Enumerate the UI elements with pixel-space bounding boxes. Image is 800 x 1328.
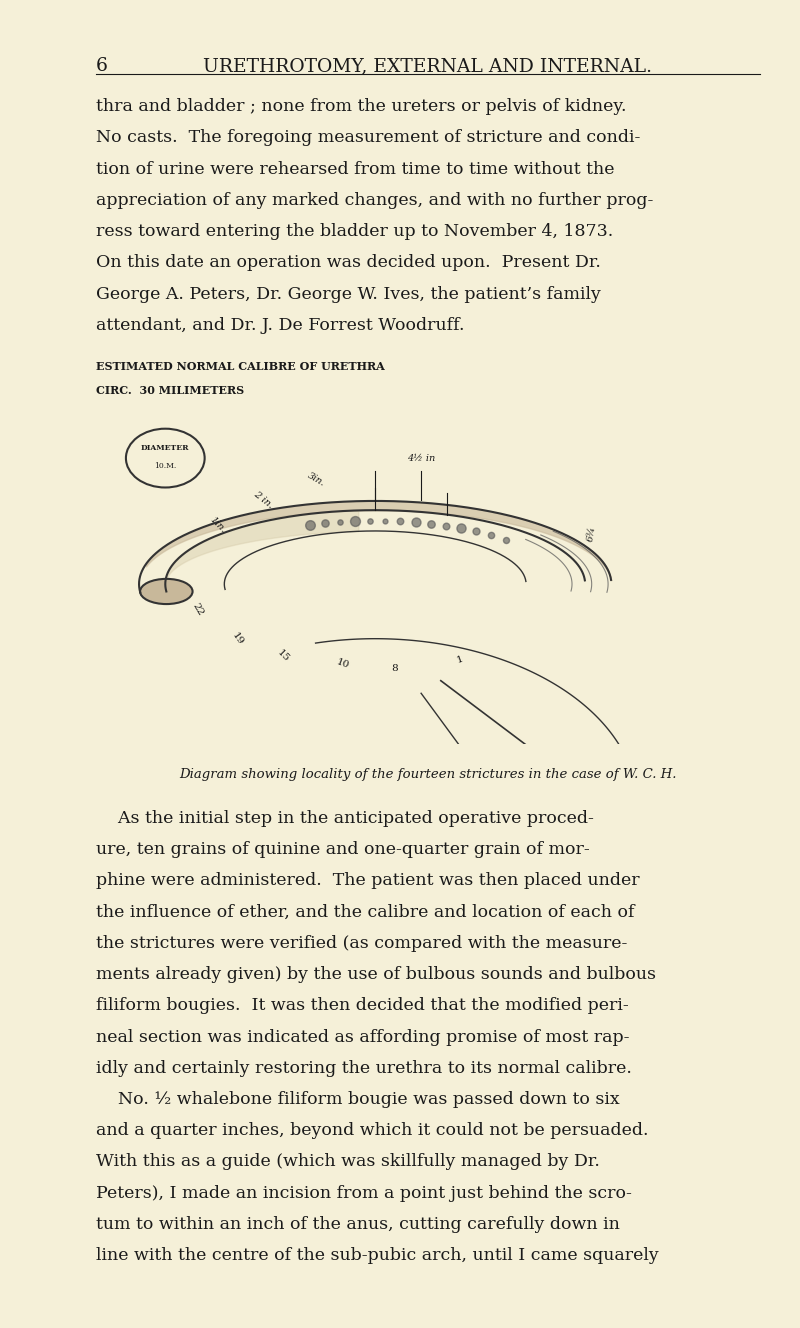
Text: 1in.: 1in. [208,515,227,535]
Text: thra and bladder ; none from the ureters or pelvis of kidney.: thra and bladder ; none from the ureters… [96,98,626,116]
Text: 22: 22 [191,602,206,618]
Text: 10: 10 [334,657,350,671]
Text: 2 in.: 2 in. [252,490,275,510]
Text: With this as a guide (which was skillfully managed by Dr.: With this as a guide (which was skillful… [96,1153,600,1170]
Text: ure, ten grains of quinine and one-quarter grain of mor-: ure, ten grains of quinine and one-quart… [96,842,590,858]
Text: ments already given) by the use of bulbous sounds and bulbous: ments already given) by the use of bulbo… [96,967,656,983]
Text: Peters), I made an incision from a point just behind the scro-: Peters), I made an incision from a point… [96,1185,632,1202]
Text: and a quarter inches, beyond which it could not be persuaded.: and a quarter inches, beyond which it co… [96,1122,649,1139]
Text: filiform bougies.  It was then decided that the modified peri-: filiform bougies. It was then decided th… [96,997,629,1015]
Text: idly and certainly restoring the urethra to its normal calibre.: idly and certainly restoring the urethra… [96,1060,632,1077]
Text: tion of urine were rehearsed from time to time without the: tion of urine were rehearsed from time t… [96,161,614,178]
Text: tum to within an inch of the anus, cutting carefully down in: tum to within an inch of the anus, cutti… [96,1216,620,1232]
Text: DIAMETER: DIAMETER [141,444,190,452]
Text: attendant, and Dr. J. De Forrest Woodruff.: attendant, and Dr. J. De Forrest Woodruf… [96,316,465,333]
Text: ress toward entering the bladder up to November 4, 1873.: ress toward entering the bladder up to N… [96,223,614,240]
Text: appreciation of any marked changes, and with no further prog-: appreciation of any marked changes, and … [96,191,654,208]
Text: 4½ in: 4½ in [407,454,435,462]
Text: Diagram showing locality of the fourteen strictures in the case of W. C. H.: Diagram showing locality of the fourteen… [179,768,677,781]
Text: 6¾: 6¾ [586,525,598,542]
Ellipse shape [140,579,193,604]
Text: 15: 15 [275,648,291,664]
Text: As the initial step in the anticipated operative proced-: As the initial step in the anticipated o… [96,810,594,827]
Text: George A. Peters, Dr. George W. Ives, the patient’s family: George A. Peters, Dr. George W. Ives, th… [96,286,601,303]
Text: 6: 6 [96,57,108,76]
Text: 3in.: 3in. [306,470,326,487]
Text: No casts.  The foregoing measurement of stricture and condi-: No casts. The foregoing measurement of s… [96,129,640,146]
Text: URETHROTOMY, EXTERNAL AND INTERNAL.: URETHROTOMY, EXTERNAL AND INTERNAL. [203,57,653,76]
Text: the strictures were verified (as compared with the measure-: the strictures were verified (as compare… [96,935,627,952]
Text: No. ½ whalebone filiform bougie was passed down to six: No. ½ whalebone filiform bougie was pass… [96,1092,620,1108]
Text: 1: 1 [456,655,465,665]
Text: phine were administered.  The patient was then placed under: phine were administered. The patient was… [96,872,640,890]
Text: 8: 8 [391,664,398,672]
Text: 10.M.: 10.M. [154,462,177,470]
Text: neal section was indicated as affording promise of most rap-: neal section was indicated as affording … [96,1029,630,1045]
Text: CIRC.  30 MILIMETERS: CIRC. 30 MILIMETERS [96,385,244,396]
Text: line with the centre of the sub-pubic arch, until I came squarely: line with the centre of the sub-pubic ar… [96,1247,658,1264]
Text: On this date an operation was decided upon.  Present Dr.: On this date an operation was decided up… [96,254,601,271]
Text: ESTIMATED NORMAL CALIBRE OF URETHRA: ESTIMATED NORMAL CALIBRE OF URETHRA [96,361,385,372]
Text: the influence of ether, and the calibre and location of each of: the influence of ether, and the calibre … [96,904,634,920]
Text: 19: 19 [230,631,245,647]
